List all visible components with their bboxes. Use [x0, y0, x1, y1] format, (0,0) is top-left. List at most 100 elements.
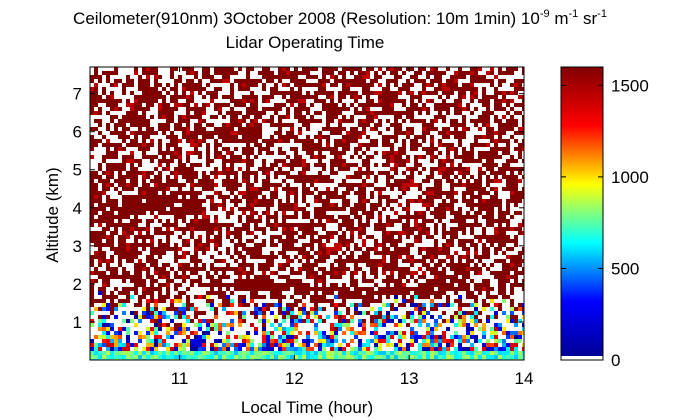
heatmap-cell — [386, 319, 390, 323]
heatmap-cell — [98, 347, 102, 351]
heatmap-cell — [334, 79, 338, 83]
heatmap-cell — [134, 135, 138, 139]
heatmap-cell — [274, 223, 278, 227]
heatmap-cell — [386, 135, 390, 139]
heatmap-cell — [166, 123, 170, 127]
heatmap-cell — [154, 95, 158, 99]
heatmap-cell — [446, 111, 450, 115]
heatmap-cell — [410, 335, 414, 339]
heatmap-cell — [354, 355, 358, 359]
heatmap-cell — [522, 191, 524, 195]
heatmap-cell — [450, 183, 454, 187]
heatmap-cell — [258, 219, 262, 223]
heatmap-cell — [334, 191, 338, 195]
heatmap-cell — [370, 171, 374, 175]
heatmap-cell — [318, 171, 322, 175]
heatmap-cell — [502, 167, 506, 171]
heatmap-cell — [522, 127, 524, 131]
heatmap-cell — [494, 331, 498, 335]
heatmap-cell — [226, 335, 230, 339]
heatmap-cell — [362, 343, 366, 347]
heatmap-cell — [110, 107, 114, 111]
heatmap-cell — [442, 319, 446, 323]
heatmap-cell — [498, 171, 502, 175]
heatmap-cell — [154, 303, 158, 307]
heatmap-cell — [154, 279, 158, 283]
heatmap-cell — [226, 311, 230, 315]
heatmap-cell — [254, 303, 258, 307]
heatmap-cell — [190, 211, 194, 215]
heatmap-cell — [474, 315, 478, 319]
heatmap-cell — [470, 335, 474, 339]
heatmap-cell — [210, 79, 214, 83]
heatmap-cell — [522, 247, 524, 251]
heatmap-cell — [262, 111, 266, 115]
heatmap-cell — [466, 347, 470, 351]
heatmap-cell — [206, 227, 210, 231]
heatmap-cell — [178, 275, 182, 279]
heatmap-cell — [430, 99, 434, 103]
heatmap-cell — [114, 315, 118, 319]
heatmap-cell — [326, 103, 330, 107]
heatmap-cell — [506, 271, 510, 275]
heatmap-cell — [206, 179, 210, 183]
heatmap-cell — [282, 83, 286, 87]
heatmap-cell — [238, 219, 242, 223]
heatmap-cell — [514, 203, 518, 207]
heatmap-cell — [438, 291, 442, 295]
heatmap-cell — [510, 179, 514, 183]
heatmap-cell — [354, 207, 358, 211]
heatmap-cell — [378, 243, 382, 247]
heatmap-cell — [402, 315, 406, 319]
heatmap-cell — [182, 175, 186, 179]
heatmap-cell — [234, 351, 238, 355]
heatmap-cell — [466, 287, 470, 291]
heatmap-cell — [350, 351, 354, 355]
heatmap-cell — [398, 131, 402, 135]
heatmap-cell — [98, 287, 102, 291]
heatmap-cell — [422, 259, 426, 263]
heatmap-cell — [346, 107, 350, 111]
heatmap-cell — [166, 271, 170, 275]
heatmap-cell — [342, 207, 346, 211]
heatmap-cell — [190, 347, 194, 351]
heatmap-cell — [110, 83, 114, 87]
heatmap-cell — [382, 91, 386, 95]
heatmap-cell — [522, 307, 524, 311]
heatmap-cell — [130, 223, 134, 227]
heatmap-cell — [446, 247, 450, 251]
heatmap-cell — [450, 279, 454, 283]
heatmap-cell — [322, 203, 326, 207]
heatmap-cell — [134, 283, 138, 287]
heatmap-cell — [322, 251, 326, 255]
heatmap-cell — [334, 195, 338, 199]
heatmap-cell — [238, 263, 242, 267]
heatmap-cell — [402, 191, 406, 195]
heatmap-cell — [318, 255, 322, 259]
heatmap-cell — [338, 267, 342, 271]
heatmap-cell — [454, 107, 458, 111]
heatmap-cell — [222, 299, 226, 303]
heatmap-cell — [490, 67, 494, 71]
heatmap-cell — [430, 155, 434, 159]
heatmap-cell — [450, 195, 454, 199]
heatmap-cell — [514, 91, 518, 95]
heatmap-cell — [190, 203, 194, 207]
heatmap-cell — [162, 243, 166, 247]
heatmap-cell — [278, 79, 282, 83]
heatmap-cell — [150, 219, 154, 223]
heatmap-cell — [182, 67, 186, 71]
heatmap-cell — [234, 79, 238, 83]
heatmap-cell — [510, 107, 514, 111]
heatmap-cell — [130, 171, 134, 175]
heatmap-cell — [474, 123, 478, 127]
heatmap-cell — [206, 123, 210, 127]
heatmap-cell — [426, 227, 430, 231]
heatmap-cell — [286, 255, 290, 259]
heatmap-cell — [270, 343, 274, 347]
heatmap-cell — [314, 175, 318, 179]
heatmap-cell — [314, 211, 318, 215]
heatmap-cell — [386, 107, 390, 111]
heatmap-cell — [134, 251, 138, 255]
heatmap-cell — [366, 75, 370, 79]
